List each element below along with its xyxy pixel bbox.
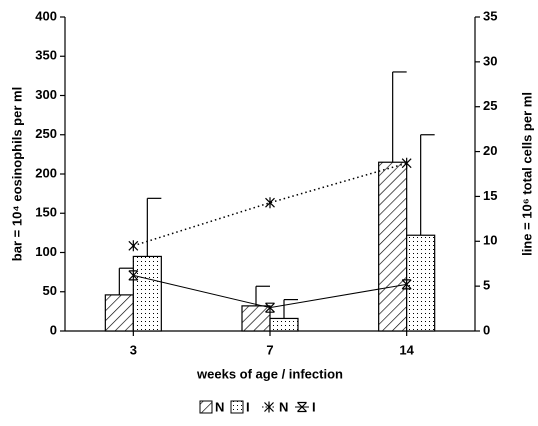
- y2-tick-label: 15: [483, 188, 497, 203]
- legend-label: N: [215, 399, 224, 414]
- y2-tick-label: 5: [483, 278, 490, 293]
- y2-tick-label: 0: [483, 322, 490, 337]
- y2-tick-label: 25: [483, 98, 497, 113]
- marker: [265, 302, 275, 313]
- marker-shape: [128, 240, 139, 252]
- marker-shape: [401, 279, 412, 290]
- marker: [401, 279, 412, 290]
- bar: [378, 161, 408, 332]
- marker: [128, 240, 139, 252]
- legend-label: N: [279, 399, 288, 414]
- marker-shape: [128, 270, 139, 281]
- legend-marker: [297, 401, 307, 413]
- y-axis-title: bar = 10⁴ eosinophils per ml: [9, 87, 24, 261]
- y2-axis-title: line = 10⁶ total cells per ml: [519, 92, 534, 256]
- y-tick-label: 350: [35, 48, 57, 63]
- y-tick-label: 0: [50, 322, 57, 337]
- marker: [265, 197, 275, 209]
- legend-swatch: [199, 400, 213, 414]
- legend-label: I: [312, 399, 316, 414]
- bar: [132, 255, 162, 332]
- marker-shape: [297, 401, 307, 413]
- marker: [401, 157, 412, 169]
- x-tick-label: 3: [130, 342, 137, 357]
- y-tick-label: 400: [35, 8, 57, 23]
- y2-tick-label: 30: [483, 53, 497, 68]
- marker-shape: [265, 197, 275, 209]
- y-tick-label: 150: [35, 205, 57, 220]
- marker-shape: [264, 401, 274, 413]
- y2-tick-label: 35: [483, 8, 497, 23]
- x-axis-title: weeks of age / infection: [196, 366, 343, 381]
- x-tick-label: 7: [266, 342, 273, 357]
- legend-marker: [264, 401, 274, 413]
- y-tick-label: 50: [43, 283, 57, 298]
- bar: [269, 317, 299, 332]
- y-tick-label: 100: [35, 244, 57, 259]
- bar: [241, 305, 271, 332]
- marker: [128, 270, 139, 281]
- y-tick-label: 300: [35, 87, 57, 102]
- y-tick-label: 200: [35, 165, 57, 180]
- y2-tick-label: 10: [483, 233, 497, 248]
- legend-swatch: [230, 400, 244, 414]
- bar: [406, 234, 436, 332]
- y2-tick-label: 20: [483, 143, 497, 158]
- marker-shape: [265, 302, 275, 313]
- marker-shape: [401, 157, 412, 169]
- bar: [104, 294, 134, 332]
- legend-label: I: [246, 399, 250, 414]
- y-tick-label: 250: [35, 126, 57, 141]
- x-tick-label: 14: [399, 342, 414, 357]
